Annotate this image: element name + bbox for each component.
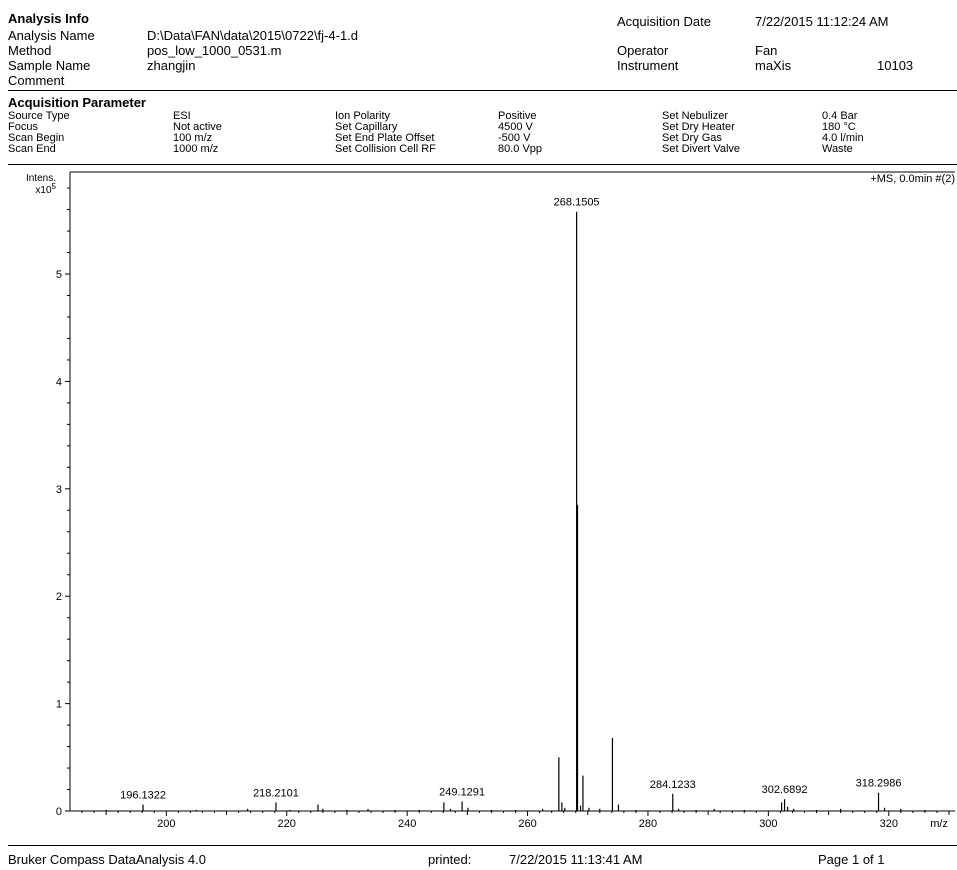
method-label: Method: [8, 43, 52, 58]
x-tick-label: 300: [759, 818, 777, 830]
sample-name-label: Sample Name: [8, 58, 91, 73]
instrument-id: 10103: [877, 58, 914, 73]
x-tick-label: 240: [398, 818, 416, 830]
mass-spectrum-chart: 0 1 2 3 4 5 200 220 240 260 280 300 320 m/z Intens.x10…: [26, 171, 955, 830]
page-indicator: Page 1 of 1: [818, 852, 885, 867]
param-label: Set Dry Heater: [662, 121, 735, 133]
param-label: Set Dry Gas: [662, 132, 722, 144]
param-value: 4.0 l/min: [822, 132, 864, 144]
param-label: Ion Polarity: [335, 110, 391, 122]
param-value: 100 m/z: [173, 132, 213, 144]
param-label: Scan Begin: [8, 132, 65, 144]
param-value: Waste: [822, 143, 853, 155]
chart-axes: 0 1 2 3 4 5 200 220 240 260 280 300 320 m/z Intens.x10…: [26, 171, 955, 830]
param-label: Scan End: [8, 143, 56, 155]
peak-label: 302.6892: [762, 784, 808, 796]
param-label: Set Divert Valve: [662, 143, 741, 155]
x-axis-label: m/z: [930, 818, 948, 830]
divider-footer: [8, 845, 957, 846]
param-value: 180 °C: [822, 121, 856, 133]
param-label: Set Capillary: [335, 121, 398, 133]
param-value: ESI: [173, 110, 191, 122]
peak-label: 318.2986: [856, 778, 902, 790]
param-value: 1000 m/z: [173, 143, 219, 155]
y-tick-label: 3: [56, 484, 62, 496]
param-label: Set Nebulizer: [662, 110, 729, 122]
chart-title: +MS, 0.0min #(2): [870, 173, 955, 185]
y-axis-label: Intens.: [26, 173, 56, 184]
printed-label: printed:: [428, 852, 472, 867]
param-label: Source Type: [8, 110, 70, 122]
peak-label: 196.1322: [120, 790, 166, 802]
param-value: Not active: [173, 121, 222, 133]
instrument-label: Instrument: [617, 58, 679, 73]
y-tick-label: 4: [56, 376, 62, 388]
param-value: 4500 V: [498, 121, 533, 133]
acquisition-parameter-title: Acquisition Parameter: [8, 95, 146, 110]
analysis-name-label: Analysis Name: [8, 28, 95, 43]
software-name: Bruker Compass DataAnalysis 4.0: [8, 852, 206, 867]
sample-name-value: zhangjin: [147, 58, 196, 73]
printed-date: 7/22/2015 11:13:41 AM: [509, 852, 643, 867]
x-tick-label: 320: [880, 818, 898, 830]
y-tick-label: 2: [56, 591, 62, 603]
acquisition-date-value: 7/22/2015 11:12:24 AM: [755, 14, 889, 29]
y-axis-multiplier: x105: [35, 182, 56, 196]
peak-label: 268.1505: [554, 197, 600, 209]
peak-label: 218.2101: [253, 787, 299, 799]
acquisition-date-label: Acquisition Date: [617, 14, 711, 29]
param-label: Set End Plate Offset: [335, 132, 435, 144]
operator-label: Operator: [617, 43, 669, 58]
y-tick-label: 0: [56, 806, 62, 818]
divider-top: [8, 90, 957, 91]
comment-label: Comment: [8, 73, 65, 88]
y-tick-label: 5: [56, 269, 62, 281]
param-label: Focus: [8, 121, 38, 133]
method-value: pos_low_1000_0531.m: [147, 43, 282, 58]
analysis-info-title: Analysis Info: [8, 11, 89, 26]
x-tick-label: 280: [639, 818, 657, 830]
param-value: 80.0 Vpp: [498, 143, 543, 155]
param-value: -500 V: [498, 132, 531, 144]
param-value: Positive: [498, 110, 537, 122]
x-tick-label: 220: [278, 818, 296, 830]
x-tick-label: 260: [518, 818, 536, 830]
param-value: 0.4 Bar: [822, 110, 858, 122]
x-tick-label: 200: [157, 818, 175, 830]
peak-label: 249.1291: [439, 786, 485, 798]
divider-bottom: [8, 164, 957, 165]
analysis-name-value: D:\Data\FAN\data\2015\0722\fj-4-1.d: [147, 28, 359, 43]
operator-value: Fan: [755, 43, 778, 58]
peak-label: 284.1233: [650, 779, 696, 791]
param-label: Set Collision Cell RF: [335, 143, 436, 155]
peak-series: [105, 211, 926, 811]
peak-labels: 196.1322 218.2101 249.1291 268.1505 284.1233…: [120, 197, 901, 802]
instrument-value: maXis: [755, 58, 792, 73]
y-tick-label: 1: [56, 699, 62, 711]
